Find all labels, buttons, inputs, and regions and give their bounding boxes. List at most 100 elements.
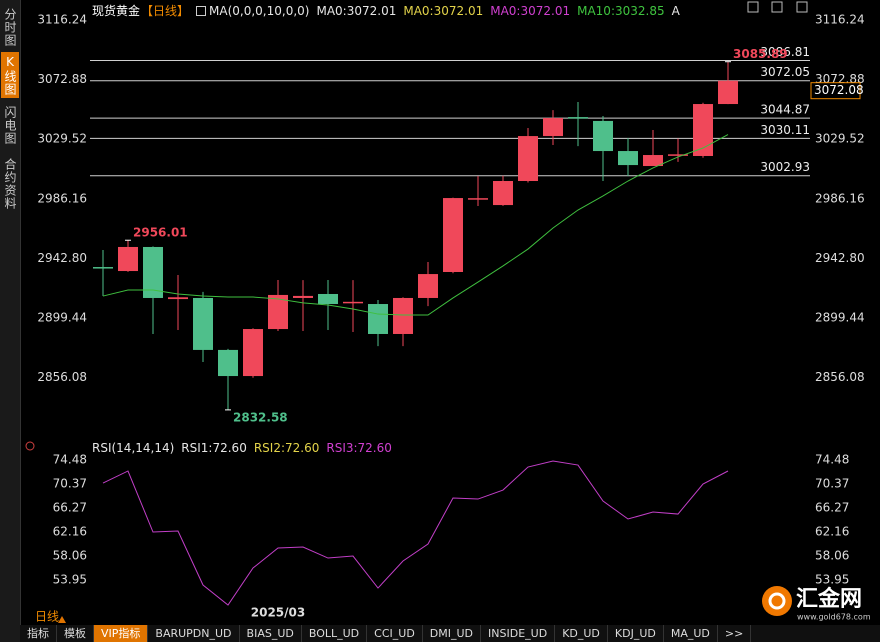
y-tick-label: 2942.80 <box>815 251 865 265</box>
toolbar-tab[interactable]: 指标 <box>20 625 57 642</box>
toolbar: 指标 模板 VIP指标 BARUPDN_UD BIAS_UD BOLL_UD CCI_UD D… <box>20 625 880 642</box>
candle-body <box>343 301 363 304</box>
logo-icon <box>762 586 792 616</box>
candle-body <box>243 329 263 377</box>
candle-body <box>218 349 238 377</box>
logo-name: 汇金网 <box>796 586 862 612</box>
candle-body <box>493 181 513 206</box>
period-arrow[interactable] <box>58 616 66 623</box>
y-tick-label: 3116.24 <box>37 12 87 26</box>
candle-body <box>293 295 313 298</box>
toolbar-tab[interactable]: KD_UD <box>555 625 608 642</box>
candle-body <box>593 120 613 152</box>
y-tick-label: 66.27 <box>53 500 87 514</box>
y-tick-label: 3072.88 <box>37 72 87 86</box>
indicator: MA(0,0,0,10,0,0) <box>209 3 310 18</box>
logo-url: www.gold678.com <box>797 613 871 622</box>
y-tick-label: 58.06 <box>815 548 849 562</box>
toolbar-tab[interactable]: BARUPDN_UD <box>148 625 240 642</box>
tab[interactable]: 闪电图 <box>3 105 17 145</box>
y-tick-label: 74.48 <box>53 453 87 467</box>
toolbar-tab[interactable]: VIP指标 <box>94 625 149 642</box>
icon[interactable] <box>747 1 759 13</box>
candle-body <box>118 246 138 272</box>
sidebar: 分时图 K线图 闪电图 合约资料 <box>0 0 21 642</box>
toolbar-tab[interactable]: DMI_UD <box>423 625 482 642</box>
y-tick-label: 53.95 <box>815 572 849 586</box>
price-line-label: 3030.11 <box>760 123 810 137</box>
y-tick-label: 70.37 <box>53 477 87 491</box>
y-tick-label: 3029.52 <box>815 132 865 146</box>
legend-item: MA0:3072.01 <box>490 3 571 18</box>
toolbar-tab[interactable]: BIAS_UD <box>240 625 302 642</box>
price-line-label: 3002.93 <box>760 160 810 174</box>
price-line-label: 3072.05 <box>760 65 810 79</box>
y-tick-label: 62.16 <box>815 524 849 538</box>
candle-body <box>618 151 638 166</box>
y-tick-label: 70.37 <box>815 477 849 491</box>
legend-item: A <box>671 3 680 18</box>
y-tick-label: 53.95 <box>53 572 87 586</box>
y-tick-label: 2856.08 <box>37 370 87 384</box>
legend-item: RSI3:72.60 <box>326 441 392 455</box>
toolbar-tab[interactable]: >> <box>718 625 752 642</box>
candle-body <box>268 294 288 330</box>
candle-body <box>393 297 413 334</box>
indicator: RSI(14,14,14) <box>92 441 175 455</box>
y-tick-label: 2856.08 <box>815 370 865 384</box>
last-price-box <box>810 82 861 100</box>
candle-body <box>443 198 463 272</box>
y-tick-label: 66.27 <box>815 500 849 514</box>
y-tick-label: 74.48 <box>815 453 849 467</box>
x-tick-label: 2025/03 <box>251 606 305 620</box>
icon[interactable] <box>796 1 808 13</box>
candle-body <box>368 304 388 334</box>
y-tick-label: 58.06 <box>53 548 87 562</box>
icon[interactable] <box>771 1 783 13</box>
indicator-icon[interactable] <box>25 441 35 451</box>
toolbar-tab[interactable]: INSIDE_UD <box>481 625 556 642</box>
logo: 汇金网 www.gold678.com <box>762 586 871 622</box>
candle-body <box>318 293 338 305</box>
toolbar-tab[interactable]: MA_UD <box>664 625 718 642</box>
annotation: 2832.58 <box>233 410 288 424</box>
period: 【日线】 <box>141 4 190 18</box>
legend-item: MA0:3072.01 <box>403 3 484 18</box>
logo-icon <box>768 592 786 610</box>
toolbar-tab[interactable]: BOLL_UD <box>302 625 368 642</box>
toolbar-tab[interactable]: CCI_UD <box>367 625 423 642</box>
chart-header: 现货黄金 【日线】 MA(0,0,0,10,0,0) MA0:3072.01 MA… <box>92 2 680 19</box>
annotation: 3085.89 <box>733 47 788 61</box>
legend-item: RSI2:72.60 <box>253 441 320 455</box>
candle-body <box>93 267 113 269</box>
symbol: 现货黄金 <box>92 4 141 18</box>
candle-body <box>668 154 688 156</box>
y-tick-label: 3029.52 <box>37 132 87 146</box>
period-selector[interactable]: 日线 <box>35 610 59 624</box>
price-line-label: 3086.81 <box>760 45 810 59</box>
y-tick-label: 2986.16 <box>815 191 865 205</box>
toolbar-tab[interactable]: 模板 <box>57 625 94 642</box>
candle-body <box>193 297 213 350</box>
candle-body <box>543 118 563 137</box>
y-tick-label: 2986.16 <box>37 191 87 205</box>
y-tick-label: 62.16 <box>53 524 87 538</box>
y-tick-label: 3116.24 <box>815 12 865 26</box>
candle-body <box>418 274 438 298</box>
last-price: 3072.08 <box>814 83 864 97</box>
tab-active[interactable]: K线图 <box>1 52 19 98</box>
candle-body <box>143 246 163 298</box>
toolbar-tab[interactable]: KDJ_UD <box>608 625 664 642</box>
tab[interactable]: 合约资料 <box>3 158 17 210</box>
candle-body <box>468 198 488 200</box>
tab[interactable]: 分时图 <box>3 7 17 47</box>
legend-item: RSI1:72.60 <box>181 441 247 455</box>
y-tick-label: 2899.44 <box>37 310 87 324</box>
candle-body <box>568 117 588 119</box>
candle-body <box>693 104 713 156</box>
icon[interactable] <box>196 5 207 16</box>
y-tick-label: 2942.80 <box>37 251 87 265</box>
annotation: 2956.01 <box>133 226 188 240</box>
